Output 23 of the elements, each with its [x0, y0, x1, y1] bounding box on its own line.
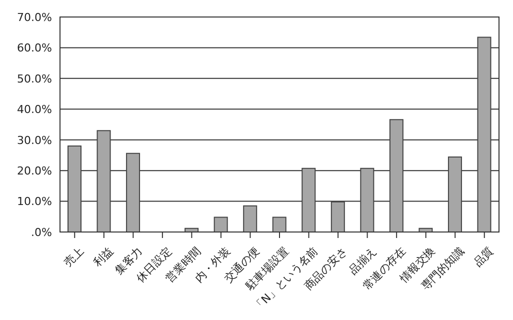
y-tick-label: 10.0%: [17, 195, 52, 208]
bar: [214, 216, 228, 232]
bar: [360, 168, 374, 232]
bar: [477, 36, 492, 232]
bar: [243, 205, 258, 232]
bar: [302, 168, 316, 232]
x-tick-label: 品質: [471, 244, 496, 270]
y-tick-label: 60.0%: [17, 42, 52, 55]
y-tick-label: .0%: [31, 226, 52, 239]
bar: [389, 119, 404, 232]
y-tick-label: 50.0%: [17, 72, 52, 86]
y-tick-label: 30.0%: [17, 134, 52, 147]
y-tick-label: 40.0%: [17, 103, 52, 116]
bar: [126, 152, 140, 232]
x-tick-label: 利益: [90, 244, 116, 270]
bar: [68, 146, 82, 232]
bar: [330, 201, 345, 232]
bar: [96, 130, 111, 232]
bar: [272, 216, 286, 232]
y-tick-label: 70.0%: [17, 10, 52, 24]
x-tick-label: 売上: [62, 244, 86, 270]
y-tick-label: 20.0%: [17, 164, 52, 178]
bar: [448, 156, 462, 232]
